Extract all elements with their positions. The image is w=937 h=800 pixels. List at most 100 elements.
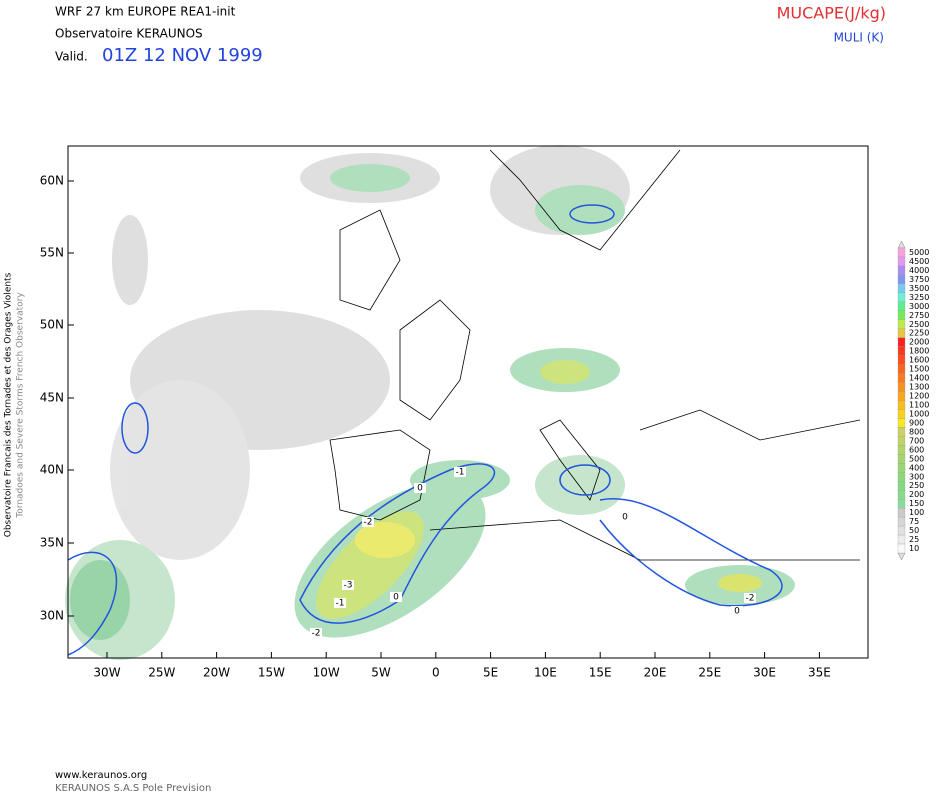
lon-label: 0	[432, 666, 440, 680]
lon-label: 30E	[753, 666, 776, 680]
lon-label: 5W	[371, 666, 391, 680]
contour-label: -1	[336, 599, 345, 609]
colorbar-label: 1100	[909, 400, 929, 409]
colorbar-label: 1800	[909, 347, 929, 356]
contour-label: -2	[364, 518, 373, 528]
colorbar-label: 100	[909, 508, 924, 517]
colorbar-swatch	[897, 463, 906, 473]
valid-time: 01Z 12 NOV 1999	[102, 45, 263, 66]
contour-field: MULI (K)	[834, 31, 884, 45]
colorbar-label: 3500	[909, 284, 929, 293]
colorbar-swatch	[897, 346, 906, 356]
colorbar-label: 200	[909, 490, 924, 499]
contour-label: 0	[417, 484, 423, 494]
colorbar-label: 1000	[909, 409, 929, 418]
colorbar-label: 700	[909, 436, 924, 445]
contour-label: -2	[746, 594, 755, 604]
colorbar-label: 5000	[909, 248, 929, 257]
colorbar-swatch	[897, 499, 906, 509]
contour-label-bg	[310, 628, 322, 638]
colorbar-label: 500	[909, 454, 924, 463]
contour-label-bg	[362, 517, 374, 527]
lon-label: 10E	[534, 666, 557, 680]
contour-label-bg	[334, 598, 346, 608]
colorbar-label: 1600	[909, 356, 929, 365]
colorbar-swatch	[897, 301, 906, 311]
shaded-field: MUCAPE(J/kg)	[777, 4, 886, 23]
colorbar-label: 3250	[909, 293, 929, 302]
side-text: Observatoire Francais des Tornades et de…	[4, 272, 14, 537]
colorbar-swatch	[897, 274, 906, 285]
colorbar-swatch	[897, 507, 906, 518]
colorbar-swatch	[897, 409, 906, 419]
colorbar-swatch	[897, 364, 906, 374]
map-frame	[67, 145, 869, 659]
shading	[65, 145, 795, 660]
colorbar-swatch	[897, 337, 906, 347]
lat-label: 45N	[40, 391, 64, 405]
colorbar-label: 800	[909, 427, 924, 436]
contour-label-bg	[619, 512, 631, 522]
colorbar-swatch	[897, 427, 906, 437]
lon-label: 10W	[313, 666, 340, 680]
model-title: WRF 27 km EUROPE REA1-init	[55, 5, 236, 19]
contour-label: -1	[456, 468, 465, 478]
colorbar-label: 1400	[909, 374, 929, 383]
colorbar-swatch	[897, 436, 906, 446]
colorbar-swatch	[897, 454, 906, 464]
lat-label: 60N	[40, 174, 64, 188]
contour-label-bg	[390, 592, 402, 602]
colorbar-label: 4000	[909, 266, 929, 275]
colorbar-swatch	[897, 382, 906, 392]
contour-label: 0	[622, 513, 628, 523]
lon-label: 15W	[258, 666, 285, 680]
colorbar-swatch	[897, 525, 906, 536]
contour-label-bg	[731, 606, 743, 616]
contour-label-bg	[744, 593, 756, 603]
footer-site: www.keraunos.org	[55, 770, 147, 781]
muli-contours	[67, 204, 783, 656]
contour-label: -2	[312, 629, 321, 639]
colorbar-swatch	[897, 265, 906, 276]
lat-label: 50N	[40, 318, 64, 332]
contour-label: 0	[393, 593, 399, 603]
colorbar-swatch	[897, 534, 906, 545]
colorbar-swatch	[897, 256, 906, 267]
lon-label: 20E	[644, 666, 667, 680]
map-area	[65, 145, 869, 660]
lat-label: 30N	[40, 609, 64, 623]
colorbar-label: 300	[909, 472, 924, 481]
lon-label: 20W	[203, 666, 230, 680]
colorbar-label: 250	[909, 481, 924, 490]
contour-label: 0	[734, 607, 740, 617]
colorbar-swatch	[897, 373, 906, 383]
colorbar-swatch	[897, 472, 906, 482]
contour-label-bg	[342, 580, 354, 590]
colorbar-label: 2500	[909, 320, 929, 329]
colorbar-label: 2000	[909, 338, 929, 347]
lon-label: 35E	[808, 666, 831, 680]
colorbar-label: 150	[909, 499, 924, 508]
colorbar-label: 50	[909, 526, 919, 535]
contour-label-bg	[414, 483, 426, 493]
colorbar-label: 4500	[909, 257, 929, 266]
lon-label: 15E	[589, 666, 612, 680]
colorbar-label: 900	[909, 418, 924, 427]
lat-label: 40N	[40, 463, 64, 477]
colorbar-swatch	[897, 283, 906, 294]
colorbar-swatch	[897, 292, 906, 302]
colorbar-swatch	[897, 400, 906, 410]
colorbar-swatch	[897, 418, 906, 428]
colorbar-label: 1200	[909, 392, 929, 401]
colorbar-label: 75	[909, 517, 919, 526]
colorbar-label: 1500	[909, 365, 929, 374]
colorbar-label: 3750	[909, 275, 929, 284]
lon-label: 25W	[148, 666, 175, 680]
colorbar-swatch	[897, 391, 906, 401]
valid-label: Valid.	[55, 50, 88, 64]
colorbar-swatch	[897, 310, 906, 320]
lon-label: 25E	[698, 666, 721, 680]
colorbar-label: 1300	[909, 383, 929, 392]
colorbar-swatch	[897, 328, 906, 338]
